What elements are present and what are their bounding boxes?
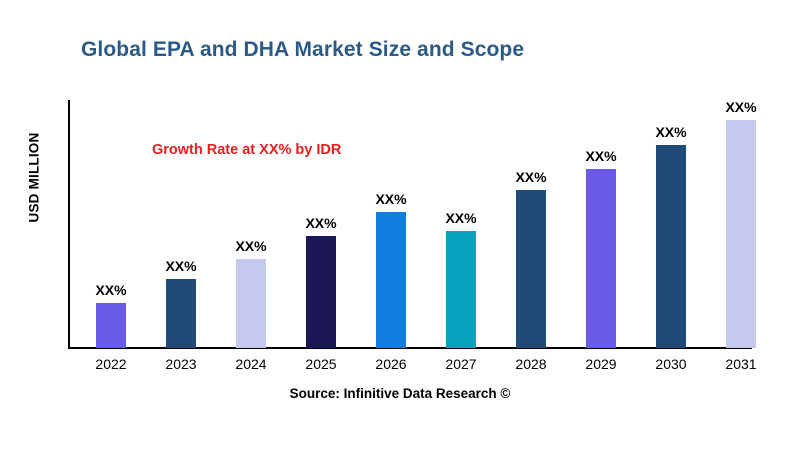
x-axis-tick-label: 2023 <box>165 356 197 372</box>
y-axis-line <box>68 100 70 349</box>
bar-value-label: XX% <box>655 124 687 140</box>
bar[interactable] <box>516 190 546 348</box>
bar-value-label: XX% <box>725 99 757 115</box>
x-axis-tick-label: 2030 <box>655 356 687 372</box>
bar[interactable] <box>656 145 686 348</box>
bar-value-label: XX% <box>165 258 197 274</box>
bar-group: XX% 2024 <box>230 100 272 372</box>
bar-value-label: XX% <box>95 282 127 298</box>
bar-value-label: XX% <box>235 238 267 254</box>
bar-group: XX% 2027 <box>440 100 482 372</box>
source-note: Source: Infinitive Data Research © <box>289 386 511 401</box>
bar[interactable] <box>726 120 756 348</box>
chart-title: Global EPA and DHA Market Size and Scope <box>81 38 525 61</box>
bar[interactable] <box>376 212 406 348</box>
bar-value-label: XX% <box>585 148 617 164</box>
bar-group: XX% 2025 <box>300 100 342 372</box>
x-axis-tick-label: 2024 <box>235 356 267 372</box>
bar-value-label: XX% <box>305 215 337 231</box>
bar-group: XX% 2026 <box>370 100 412 372</box>
bar-group: XX% 2028 <box>510 100 552 372</box>
bar[interactable] <box>446 231 476 348</box>
x-axis-tick-label: 2022 <box>95 356 127 372</box>
bar-group: XX% 2031 <box>720 99 762 372</box>
plot-area: XX% 2022 XX% 2023 XX% 2024 XX% 2025 XX% 2026 XX% 20… <box>68 99 780 372</box>
bar-value-label: XX% <box>445 210 477 226</box>
bar-group: XX% 2029 <box>580 100 622 372</box>
bar-group: XX% 2023 <box>160 100 202 372</box>
x-axis-tick-label: 2031 <box>725 356 757 372</box>
growth-rate-annotation: Growth Rate at XX% by IDR <box>152 142 342 158</box>
y-axis-label: USD MILLION <box>26 132 42 223</box>
bar[interactable] <box>306 236 336 348</box>
bar[interactable] <box>96 303 126 348</box>
x-axis-tick-label: 2027 <box>445 356 477 372</box>
bar[interactable] <box>586 169 616 348</box>
x-axis-tick-label: 2029 <box>585 356 617 372</box>
bar[interactable] <box>236 259 266 348</box>
bar-group: XX% 2030 <box>650 100 692 372</box>
x-axis-line <box>68 347 752 349</box>
bar[interactable] <box>166 279 196 348</box>
x-axis-tick-label: 2026 <box>375 356 407 372</box>
bar-group: XX% 2022 <box>90 100 132 372</box>
x-axis-tick-label: 2025 <box>305 356 337 372</box>
bar-value-label: XX% <box>375 191 407 207</box>
x-axis-tick-label: 2028 <box>515 356 547 372</box>
bar-value-label: XX% <box>515 169 547 185</box>
